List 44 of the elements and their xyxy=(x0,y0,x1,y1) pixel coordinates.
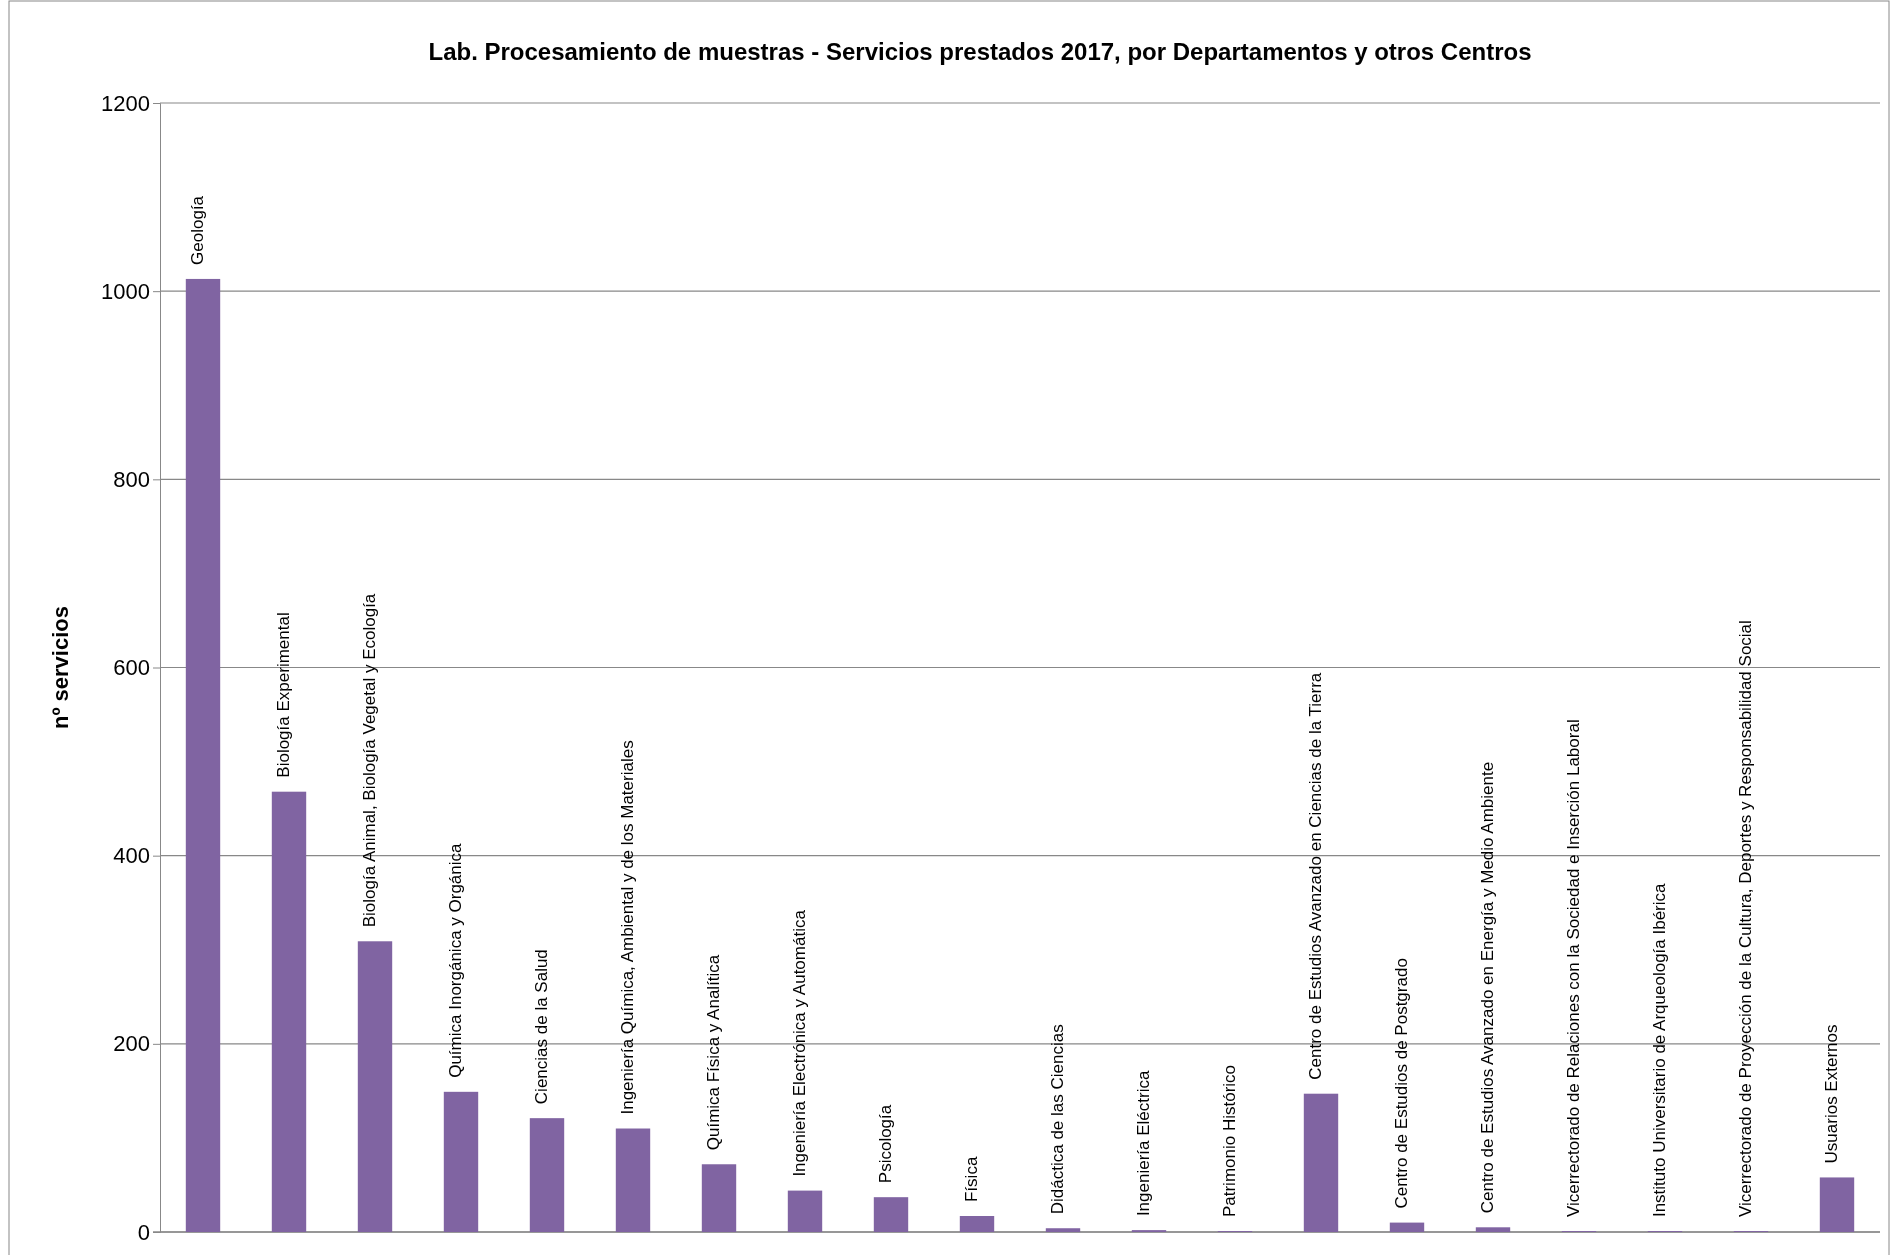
x-tick-label: Patrimonio Histórico xyxy=(1220,1064,1239,1218)
bar xyxy=(443,1091,479,1232)
x-tick-label: Biología Animal, Biología Vegetal y Ecología xyxy=(360,593,379,928)
x-tick-label: Centro de Estudios Avanzado en Energía y Medio Ambiente xyxy=(1478,761,1497,1214)
x-tick-label: Geología xyxy=(188,195,207,265)
bar xyxy=(1303,1093,1339,1232)
bar xyxy=(959,1216,995,1232)
y-axis-title: nº servicios xyxy=(48,606,73,729)
y-tick-label: 800 xyxy=(113,466,150,492)
x-tick-label: Biología Experimental xyxy=(274,612,293,778)
chart-title: Lab. Procesamiento de muestras - Servicios prestados 2017, por Departamentos y otros Centros xyxy=(428,38,1532,65)
bar xyxy=(185,278,221,1232)
x-tick-label: Química Física y Analítica xyxy=(704,954,723,1151)
x-tick-label: Vicerrectorado de Proyección de la Cultura, Deportes y Responsabilidad Social xyxy=(1736,620,1755,1218)
bar xyxy=(873,1197,909,1232)
x-tick-label: Usuarios Externos xyxy=(1822,1024,1841,1164)
bar xyxy=(1475,1227,1511,1232)
x-tick-label: Ingeniería Química, Ambiental y de los Materiales xyxy=(618,740,637,1115)
y-tick-label: 1200 xyxy=(101,90,150,116)
x-tick-label: Psicología xyxy=(876,1104,895,1184)
x-tick-label: Centro de Estudios de Postgrado xyxy=(1392,958,1411,1209)
y-tick-label: 600 xyxy=(113,655,150,681)
x-tick-label: Centro de Estudios Avanzado en Ciencias de la Tierra xyxy=(1306,672,1325,1080)
x-tick-label: Química Inorgánica y Orgánica xyxy=(446,842,465,1078)
y-tick-label: 0 xyxy=(137,1219,150,1245)
x-tick-label: Ciencias de la Salud xyxy=(532,949,551,1105)
bar xyxy=(787,1190,823,1232)
y-tick-label: 400 xyxy=(113,843,150,869)
x-tick-label: Ingeniería Electrónica y Automática xyxy=(790,909,809,1177)
x-tick-label: Vicerrectorado de Relaciones con la Sociedad e Inserción Laboral xyxy=(1564,719,1583,1218)
x-tick-label: Instituto Universitario de Arqueología Ibérica xyxy=(1650,882,1669,1218)
bar xyxy=(357,941,393,1232)
bar xyxy=(1819,1177,1855,1232)
x-tick-label: Física xyxy=(962,1156,981,1203)
x-tick-label: Ingeniería Eléctrica xyxy=(1134,1070,1153,1217)
y-tick-label: 1000 xyxy=(101,278,150,304)
x-tick-label: Didáctica de las Ciencias xyxy=(1048,1024,1067,1215)
bar xyxy=(529,1118,565,1232)
bar xyxy=(701,1164,737,1232)
bar xyxy=(615,1128,651,1232)
bar xyxy=(1389,1222,1425,1232)
bar xyxy=(1045,1228,1081,1232)
y-tick-label: 200 xyxy=(113,1031,150,1057)
bar xyxy=(271,791,307,1232)
